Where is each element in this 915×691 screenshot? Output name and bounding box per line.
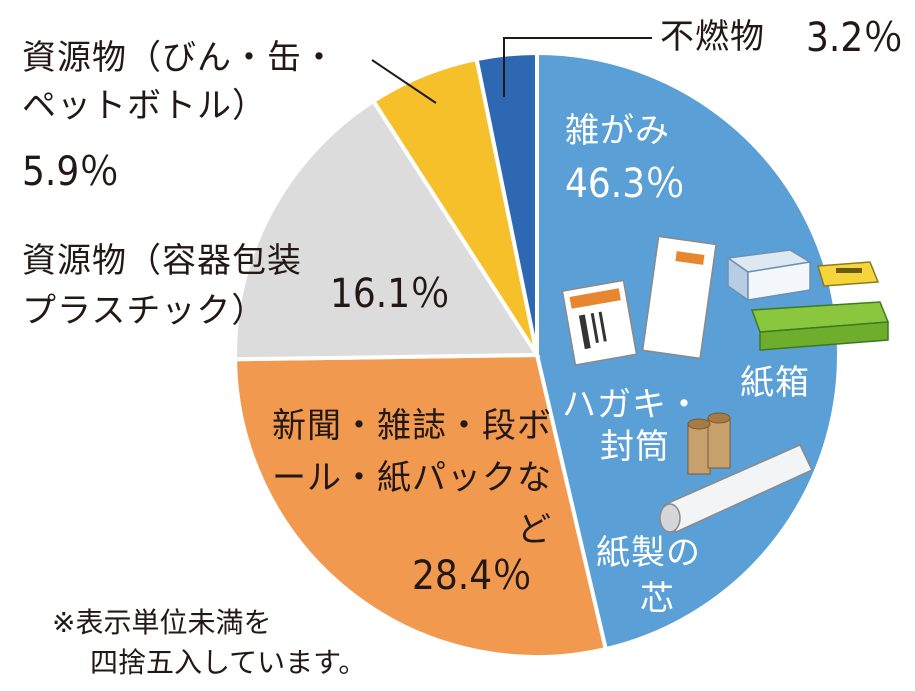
inner-label-paper-product: 紙製の [596,533,701,573]
label-plastics: 資源物（容器包装プラスチック） [22,241,302,331]
leader-line-incombustible [503,37,652,97]
label-mixed-paper: 雑がみ [565,111,670,151]
label-bottles-cans: 資源物（びん・缶・ペットボトル） [22,38,337,126]
value-plastics: 16.1％ [330,271,451,317]
postcard-icon [561,279,638,366]
value-newspaper: 28.4％ [412,553,533,599]
inner-label-core: 芯 [640,579,675,619]
footnote-line-2: 四捨五入しています。 [90,646,367,679]
slice-plastics [233,98,541,362]
envelope-icon [641,235,717,360]
slice-incombustible [474,50,539,356]
inner-label-envelope: 封筒 [600,427,670,467]
inner-label-paper-box: 紙箱 [740,363,810,403]
value-incombustible: 3.2％ [806,15,904,61]
value-mixed-paper: 46.3％ [565,161,686,207]
slice-newspaper [233,352,609,659]
inner-label-postcard: ハガキ・ [562,385,702,425]
label-incombustible: 不燃物 [660,17,765,57]
value-bottles-cans: 5.9％ [22,149,120,195]
leader-line-bottles [371,59,437,104]
label-newspaper: 新聞・雑誌・段ボール・紙パックなど [272,406,552,550]
footnote-line-1: ※表示単位未満を [52,606,272,639]
paper-core-icon [659,412,814,533]
paper-box-icon [725,249,890,351]
